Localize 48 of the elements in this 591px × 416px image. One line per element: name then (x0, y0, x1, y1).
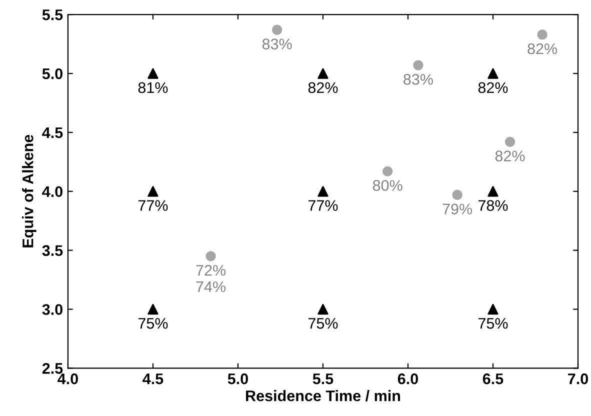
point (537, 30, 548, 40)
point (452, 190, 462, 200)
point (318, 68, 328, 79)
annotation: 79% (442, 204, 472, 214)
point (148, 186, 158, 197)
point (272, 24, 282, 35)
annotation: 82% (308, 82, 338, 94)
x-tick-label: 7.0 (568, 373, 588, 384)
annotation: 75% (308, 318, 338, 329)
point (318, 304, 328, 315)
y-tick-label: 5.0 (42, 68, 62, 80)
point (206, 251, 216, 262)
annotation: 80% (372, 180, 402, 191)
y-tick-label: 4.5 (42, 127, 63, 138)
x-tick-label: 4.0 (58, 373, 78, 384)
point (488, 186, 498, 197)
annotation: 82% (478, 82, 508, 94)
point (382, 166, 393, 176)
annotation: 82% (495, 150, 525, 162)
y-tick-label: 3.5 (42, 245, 63, 256)
x-tick-label: 5.5 (312, 374, 334, 384)
point (504, 136, 516, 147)
y-tick-label: 5.5 (42, 10, 63, 20)
x-tick-label: 4.5 (142, 374, 164, 384)
annotation: 72% 74% (196, 264, 226, 292)
annotation: 81% (138, 82, 168, 94)
x-tick-label: 5.0 (228, 373, 248, 384)
y-tick-label: 2.5 (42, 363, 63, 374)
point (318, 186, 328, 197)
point (413, 60, 424, 70)
annotation: 75% (138, 318, 168, 329)
y-tick-label: 4.0 (42, 186, 62, 198)
point (488, 304, 498, 315)
annotation: 82% (528, 43, 558, 54)
x-tick-label: 6.0 (398, 373, 418, 384)
annotation: 75% (478, 318, 508, 329)
point (488, 68, 498, 79)
annotation: 78% (478, 200, 508, 211)
point (148, 304, 158, 315)
annotation: 83% (262, 38, 292, 50)
annotation: 77% (138, 200, 168, 211)
y-axis-title: Equiv of Alkene (22, 134, 36, 248)
y-tick-label: 3.0 (42, 304, 62, 315)
annotation: 83% (404, 74, 433, 85)
annotation: 77% (308, 200, 338, 211)
point (148, 68, 158, 79)
x-axis-title: Residence Time / min (246, 390, 400, 402)
x-tick-label: 6.5 (482, 373, 504, 384)
